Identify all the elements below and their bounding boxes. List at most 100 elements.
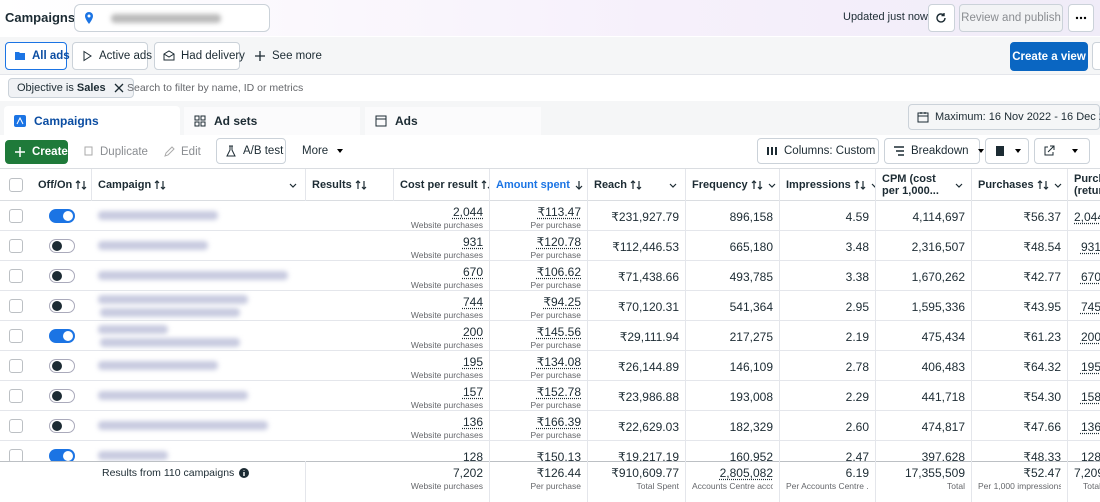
value: ₹56.37 xyxy=(1023,210,1061,224)
toggle[interactable] xyxy=(49,329,75,343)
column-header[interactable]: Results xyxy=(306,169,394,201)
remove-icon xyxy=(113,82,125,94)
column-header[interactable]: CPM (cost per 1,000... xyxy=(876,169,972,201)
duplicate-button[interactable]: Duplicate xyxy=(74,140,148,164)
value[interactable]: ₹152.78 xyxy=(537,385,581,399)
value[interactable]: 195 xyxy=(463,355,483,369)
value: 2.95 xyxy=(846,300,869,314)
calendar-icon xyxy=(917,111,929,123)
column-header[interactable]: Reach xyxy=(588,169,686,201)
column-title: Campaign xyxy=(98,179,151,191)
create-button[interactable]: Create xyxy=(5,140,68,164)
column-header[interactable]: Off/On xyxy=(32,169,92,201)
value[interactable]: ₹145.56 xyxy=(537,325,581,339)
reports-button[interactable] xyxy=(985,138,1029,164)
column-header[interactable]: Campaign xyxy=(92,169,306,201)
total-spent: ₹910,609.77 Total Spent xyxy=(588,461,686,502)
more-button[interactable]: More xyxy=(294,138,350,164)
value[interactable]: 670 xyxy=(463,265,483,279)
value: 665,180 xyxy=(730,240,773,254)
edit-button[interactable]: Edit xyxy=(155,140,205,164)
cell-spent: ₹22,629.03 xyxy=(588,411,686,441)
filter-chip[interactable]: Objective is Sales xyxy=(8,78,134,98)
date-range[interactable]: Maximum: 16 Nov 2022 - 16 Dec 2025 xyxy=(908,104,1100,130)
cell-frequency: 2.60 xyxy=(780,411,876,441)
row-checkbox[interactable] xyxy=(9,359,23,373)
label: Campaigns xyxy=(34,114,99,128)
toggle[interactable] xyxy=(49,269,75,283)
tab-ad-sets[interactable]: Ad sets xyxy=(184,107,360,135)
blurred-campaign-name xyxy=(98,271,288,280)
value[interactable]: ₹120.78 xyxy=(537,235,581,249)
column-header[interactable]: Purch (retur xyxy=(1068,169,1100,201)
select-all-checkbox[interactable] xyxy=(9,178,23,192)
scroll-button[interactable] xyxy=(1092,42,1100,70)
create-view-button[interactable]: Create a view xyxy=(1010,42,1088,71)
columns-icon xyxy=(766,145,778,157)
note: Per purchase xyxy=(496,250,581,260)
value[interactable]: ₹94.25 xyxy=(543,295,581,309)
export-button[interactable] xyxy=(1034,138,1090,164)
refresh-button[interactable] xyxy=(928,4,955,32)
refresh-icon xyxy=(935,12,947,24)
see-more-button[interactable]: See more xyxy=(246,42,316,70)
columns-button[interactable]: Columns: Custom xyxy=(757,138,879,164)
blurred-campaign-name xyxy=(98,421,268,430)
had-delivery-button[interactable]: Had delivery xyxy=(154,42,240,70)
toggle[interactable] xyxy=(49,359,75,373)
cell-extra xyxy=(1068,351,1100,381)
caret xyxy=(287,179,299,191)
value[interactable]: 200 xyxy=(463,325,483,339)
value: 193,008 xyxy=(730,390,773,404)
value[interactable]: ₹166.39 xyxy=(537,415,581,429)
all-ads-button[interactable]: All ads xyxy=(5,42,67,70)
search-input[interactable]: Search to filter by name, ID or metrics xyxy=(127,82,303,94)
value[interactable]: 744 xyxy=(463,295,483,309)
value[interactable]: ₹134.08 xyxy=(537,355,581,369)
toggle[interactable] xyxy=(49,239,75,253)
column-header[interactable]: Frequency xyxy=(686,169,780,201)
cell-cost: ₹166.39 Per purchase xyxy=(490,411,588,441)
column-header[interactable]: Amount spent xyxy=(490,169,588,201)
column-title: CPM (cost per 1,000... xyxy=(882,173,950,197)
toggle[interactable] xyxy=(49,419,75,433)
dots-icon xyxy=(1075,12,1087,24)
label: A/B test xyxy=(243,145,283,157)
value[interactable]: 931 xyxy=(463,235,483,249)
tab-ads[interactable]: Ads xyxy=(365,107,541,135)
row-checkbox[interactable] xyxy=(9,419,23,433)
value[interactable]: ₹106.62 xyxy=(537,265,581,279)
value: 182,329 xyxy=(730,420,773,434)
ab-test-button[interactable]: A/B test xyxy=(216,138,286,164)
total-note: Total xyxy=(1074,481,1100,491)
total-cost: ₹126.44 Per purchase xyxy=(490,461,588,502)
sort-icon xyxy=(355,179,367,191)
column-header[interactable]: Purchases xyxy=(972,169,1068,201)
toggle[interactable] xyxy=(49,209,75,223)
value[interactable]: ₹113.47 xyxy=(538,205,581,219)
more-menu[interactable] xyxy=(1068,4,1094,32)
row-checkbox[interactable] xyxy=(9,329,23,343)
row-checkbox[interactable] xyxy=(9,389,23,403)
active-ads-button[interactable]: Active ads xyxy=(72,42,148,70)
breakdown-button[interactable]: Breakdown xyxy=(884,138,980,164)
toggle[interactable] xyxy=(49,389,75,403)
column-title: Purch (retur xyxy=(1074,173,1100,197)
value[interactable]: 157 xyxy=(463,385,483,399)
row-checkbox[interactable] xyxy=(9,299,23,313)
note: Per purchase xyxy=(496,430,581,440)
row-checkbox[interactable] xyxy=(9,239,23,253)
chip-value: Sales xyxy=(77,82,106,94)
value: 4.59 xyxy=(846,210,869,224)
cell-reach: 193,008 xyxy=(686,381,780,411)
review-publish-button[interactable]: Review and publish xyxy=(959,4,1063,32)
row-checkbox[interactable] xyxy=(9,269,23,283)
toggle[interactable] xyxy=(49,299,75,313)
account-selector[interactable] xyxy=(74,4,270,32)
value[interactable]: 136 xyxy=(463,415,483,429)
row-checkbox[interactable] xyxy=(9,209,23,223)
column-header[interactable]: Cost per result xyxy=(394,169,490,201)
value[interactable]: 2,044 xyxy=(453,205,483,219)
tab-campaigns[interactable]: Campaigns xyxy=(4,106,180,135)
column-header[interactable]: Impressions xyxy=(780,169,876,201)
